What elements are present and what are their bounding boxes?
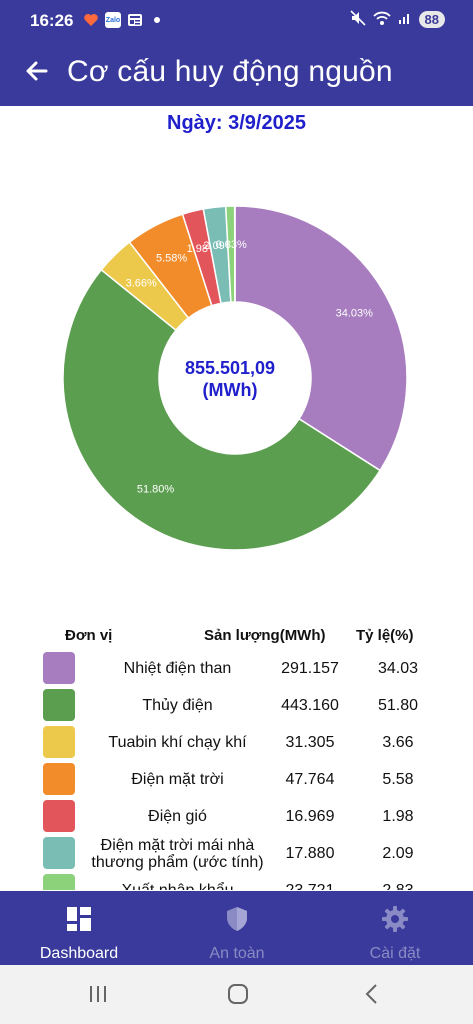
row-name: Xuất nhập khẩu — [80, 872, 275, 890]
shield-icon — [222, 904, 252, 934]
row-ratio: 1.98 — [382, 808, 414, 825]
wifi-icon — [372, 10, 391, 29]
total-value: 855.501,09 — [184, 358, 276, 378]
table-row[interactable]: Điện gió 16.969 1.98 — [0, 798, 473, 835]
row-name: Điện mặt trời — [131, 771, 224, 788]
table-row[interactable]: Thủy điện 443.160 51.80 — [0, 687, 473, 724]
column-ratio: Tỷ lệ(%) — [356, 627, 414, 644]
battery-indicator: 88 — [418, 11, 445, 28]
nav-dashboard[interactable]: Dashboard — [0, 891, 158, 965]
news-app-icon — [127, 12, 143, 28]
system-navigation-bar — [0, 965, 473, 1024]
nav-settings-label: Cài đặt — [369, 945, 421, 962]
row-ratio: 34.03 — [377, 660, 419, 677]
row-ratio: 3.66 — [382, 734, 414, 751]
row-name: Nhiệt điện than — [123, 660, 232, 677]
total-unit: (MWh) — [202, 380, 258, 400]
nav-settings[interactable]: Cài đặt — [316, 891, 473, 965]
donut-slice[interactable] — [62, 268, 382, 551]
heart-app-icon — [83, 12, 99, 28]
row-ratio: 2.09 — [382, 845, 414, 862]
color-swatch — [43, 800, 75, 832]
app-bar: Cơ cấu huy động nguồn — [0, 44, 473, 106]
row-output: 17.880 — [285, 845, 335, 862]
row-name: Thủy điện — [142, 697, 213, 714]
table-body[interactable]: Nhiệt điện than 291.157 34.03 Thủy điện 443.… — [0, 650, 473, 890]
dashboard-icon — [64, 904, 94, 934]
nav-safety[interactable]: An toàn — [158, 891, 316, 965]
color-swatch — [43, 652, 75, 684]
signal-icon — [398, 11, 412, 28]
row-output: 31.305 — [285, 734, 335, 751]
nav-safety-label: An toàn — [209, 945, 265, 962]
date-label: Ngày: 3/9/2025 — [167, 112, 306, 134]
back-icon[interactable] — [360, 982, 384, 1006]
bottom-navigation: Dashboard An toàn Cài đặt — [0, 891, 473, 965]
gear-icon — [380, 904, 410, 934]
home-icon[interactable] — [226, 982, 250, 1006]
slice-label: 34.03% — [336, 308, 374, 320]
system-icons: 88 — [349, 10, 445, 29]
row-name: Điện mặt trời mái nhà thương phẩm (ước t… — [91, 836, 264, 871]
table-row[interactable]: Xuất nhập khẩu23.721 2.83 — [0, 872, 473, 890]
donut-chart: 34.03%51.80%3.66%5.58%1.98%2.09%0.83% — [62, 205, 408, 551]
color-swatch — [43, 689, 75, 721]
slice-label: 51.80% — [137, 483, 175, 495]
mute-icon — [349, 10, 366, 29]
row-output: 291.157 — [281, 660, 339, 677]
back-arrow-icon[interactable] — [22, 56, 52, 86]
color-swatch — [43, 763, 75, 795]
column-unit: Đơn vị — [65, 627, 113, 644]
row-name: Điện gió — [148, 808, 207, 825]
slice-label: 0.83% — [216, 239, 247, 251]
row-ratio: 2.83 — [362, 882, 434, 890]
page-title: Cơ cấu huy động nguồn — [67, 55, 393, 88]
table-row[interactable]: Điện mặt trời mái nhà thương phẩm (ước t… — [0, 835, 473, 872]
row-output: 16.969 — [285, 808, 335, 825]
color-swatch — [43, 726, 75, 758]
row-output: 443.160 — [281, 697, 339, 714]
dot-icon — [149, 12, 165, 28]
donut-slice[interactable] — [234, 205, 408, 472]
table-header: Đơn vị Sản lượng(MWh) Tỷ lệ(%) — [0, 627, 473, 649]
column-output: Sản lượng(MWh) — [204, 627, 326, 644]
table-row[interactable]: Nhiệt điện than 291.157 34.03 — [0, 650, 473, 687]
color-swatch — [43, 837, 75, 869]
status-bar: 16:26 Zalo 88 — [0, 0, 473, 44]
recent-apps-icon[interactable] — [86, 982, 110, 1006]
table-row[interactable]: Tuabin khí chạy khí 31.305 3.66 — [0, 724, 473, 761]
row-ratio: 51.80 — [377, 697, 419, 714]
slice-label: 3.66% — [126, 277, 157, 289]
row-output: 23.721 — [270, 882, 350, 890]
color-swatch — [43, 874, 75, 890]
row-output: 47.764 — [285, 771, 335, 788]
row-ratio: 5.58 — [382, 771, 414, 788]
status-time: 16:26 — [30, 11, 74, 30]
total-output: 855.501,09 (MWh) — [150, 357, 310, 401]
zalo-icon: Zalo — [105, 12, 121, 28]
row-name: Tuabin khí chạy khí — [108, 734, 247, 751]
table-row[interactable]: Điện mặt trời 47.764 5.58 — [0, 761, 473, 798]
slice-label: 5.58% — [156, 253, 187, 265]
notification-icons: Zalo — [83, 12, 165, 28]
nav-dashboard-label: Dashboard — [39, 945, 119, 962]
